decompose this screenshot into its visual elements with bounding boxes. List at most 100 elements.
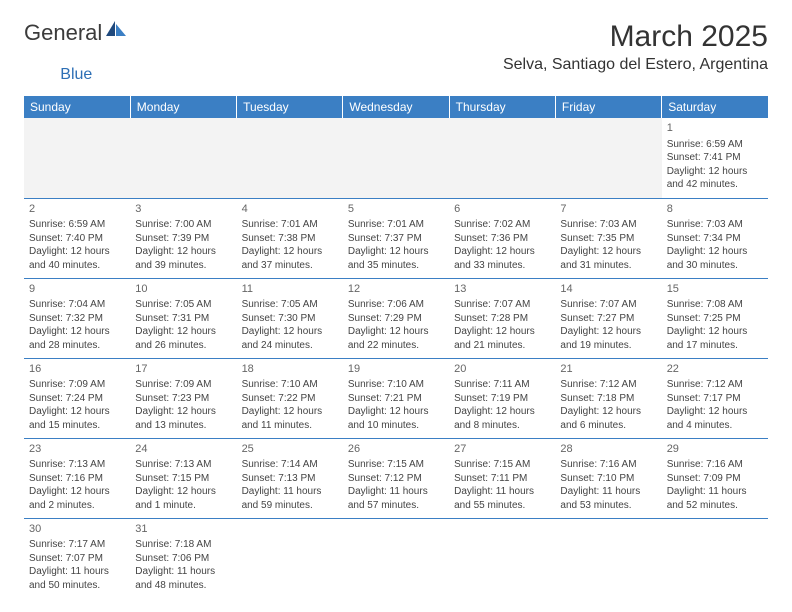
sunset-text: Sunset: 7:16 PM (29, 472, 125, 486)
sunset-text: Sunset: 7:22 PM (242, 392, 338, 406)
sunrise-text: Sunrise: 7:02 AM (454, 218, 550, 232)
sunset-text: Sunset: 7:39 PM (135, 232, 231, 246)
daylight-text: Daylight: 12 hours and 21 minutes. (454, 325, 550, 352)
day-number: 29 (667, 442, 763, 457)
calendar-table: Sunday Monday Tuesday Wednesday Thursday… (24, 96, 768, 598)
weekday-header-row: Sunday Monday Tuesday Wednesday Thursday… (24, 96, 768, 118)
daylight-text: Daylight: 12 hours and 2 minutes. (29, 485, 125, 512)
sunrise-text: Sunrise: 7:05 AM (242, 298, 338, 312)
daylight-text: Daylight: 11 hours and 50 minutes. (29, 565, 125, 592)
calendar-cell: 11Sunrise: 7:05 AMSunset: 7:30 PMDayligh… (237, 278, 343, 358)
sunrise-text: Sunrise: 7:07 AM (560, 298, 656, 312)
calendar-cell: 12Sunrise: 7:06 AMSunset: 7:29 PMDayligh… (343, 278, 449, 358)
sunrise-text: Sunrise: 7:01 AM (242, 218, 338, 232)
calendar-cell: 16Sunrise: 7:09 AMSunset: 7:24 PMDayligh… (24, 358, 130, 438)
sunrise-text: Sunrise: 6:59 AM (667, 138, 763, 152)
calendar-cell (662, 518, 768, 598)
day-number: 17 (135, 362, 231, 377)
day-number: 2 (29, 202, 125, 217)
calendar-cell: 4Sunrise: 7:01 AMSunset: 7:38 PMDaylight… (237, 198, 343, 278)
sunset-text: Sunset: 7:06 PM (135, 552, 231, 566)
calendar-cell (555, 118, 661, 198)
sunrise-text: Sunrise: 7:12 AM (667, 378, 763, 392)
calendar-cell: 3Sunrise: 7:00 AMSunset: 7:39 PMDaylight… (130, 198, 236, 278)
calendar-row: 9Sunrise: 7:04 AMSunset: 7:32 PMDaylight… (24, 278, 768, 358)
sunrise-text: Sunrise: 7:17 AM (29, 538, 125, 552)
day-number: 30 (29, 522, 125, 537)
day-number: 27 (454, 442, 550, 457)
calendar-cell: 8Sunrise: 7:03 AMSunset: 7:34 PMDaylight… (662, 198, 768, 278)
sunrise-text: Sunrise: 7:08 AM (667, 298, 763, 312)
sunrise-text: Sunrise: 7:10 AM (348, 378, 444, 392)
day-number: 31 (135, 522, 231, 537)
daylight-text: Daylight: 12 hours and 22 minutes. (348, 325, 444, 352)
sunrise-text: Sunrise: 6:59 AM (29, 218, 125, 232)
calendar-cell: 27Sunrise: 7:15 AMSunset: 7:11 PMDayligh… (449, 438, 555, 518)
calendar-cell: 30Sunrise: 7:17 AMSunset: 7:07 PMDayligh… (24, 518, 130, 598)
calendar-cell: 28Sunrise: 7:16 AMSunset: 7:10 PMDayligh… (555, 438, 661, 518)
logo-text-sub: Blue (60, 66, 92, 84)
calendar-row: 2Sunrise: 6:59 AMSunset: 7:40 PMDaylight… (24, 198, 768, 278)
sunset-text: Sunset: 7:09 PM (667, 472, 763, 486)
daylight-text: Daylight: 12 hours and 24 minutes. (242, 325, 338, 352)
day-number: 19 (348, 362, 444, 377)
calendar-cell: 2Sunrise: 6:59 AMSunset: 7:40 PMDaylight… (24, 198, 130, 278)
sunset-text: Sunset: 7:11 PM (454, 472, 550, 486)
calendar-cell (449, 118, 555, 198)
calendar-cell (449, 518, 555, 598)
sunset-text: Sunset: 7:15 PM (135, 472, 231, 486)
sunrise-text: Sunrise: 7:00 AM (135, 218, 231, 232)
sunrise-text: Sunrise: 7:18 AM (135, 538, 231, 552)
day-number: 8 (667, 202, 763, 217)
daylight-text: Daylight: 12 hours and 39 minutes. (135, 245, 231, 272)
calendar-cell: 18Sunrise: 7:10 AMSunset: 7:22 PMDayligh… (237, 358, 343, 438)
calendar-cell: 26Sunrise: 7:15 AMSunset: 7:12 PMDayligh… (343, 438, 449, 518)
sunrise-text: Sunrise: 7:16 AM (560, 458, 656, 472)
daylight-text: Daylight: 12 hours and 13 minutes. (135, 405, 231, 432)
sunset-text: Sunset: 7:17 PM (667, 392, 763, 406)
sunrise-text: Sunrise: 7:10 AM (242, 378, 338, 392)
sunrise-text: Sunrise: 7:09 AM (29, 378, 125, 392)
location-text: Selva, Santiago del Estero, Argentina (503, 56, 768, 74)
day-number: 26 (348, 442, 444, 457)
daylight-text: Daylight: 12 hours and 31 minutes. (560, 245, 656, 272)
calendar-cell (237, 118, 343, 198)
calendar-cell: 1Sunrise: 6:59 AMSunset: 7:41 PMDaylight… (662, 118, 768, 198)
weekday-header: Sunday (24, 96, 130, 118)
logo-sail-icon (106, 21, 128, 44)
calendar-cell: 9Sunrise: 7:04 AMSunset: 7:32 PMDaylight… (24, 278, 130, 358)
sunset-text: Sunset: 7:28 PM (454, 312, 550, 326)
daylight-text: Daylight: 11 hours and 55 minutes. (454, 485, 550, 512)
daylight-text: Daylight: 12 hours and 30 minutes. (667, 245, 763, 272)
daylight-text: Daylight: 12 hours and 4 minutes. (667, 405, 763, 432)
day-number: 15 (667, 282, 763, 297)
daylight-text: Daylight: 11 hours and 57 minutes. (348, 485, 444, 512)
day-number: 11 (242, 282, 338, 297)
calendar-row: 1Sunrise: 6:59 AMSunset: 7:41 PMDaylight… (24, 118, 768, 198)
day-number: 25 (242, 442, 338, 457)
sunset-text: Sunset: 7:23 PM (135, 392, 231, 406)
daylight-text: Daylight: 11 hours and 59 minutes. (242, 485, 338, 512)
sunrise-text: Sunrise: 7:07 AM (454, 298, 550, 312)
sunset-text: Sunset: 7:35 PM (560, 232, 656, 246)
day-number: 21 (560, 362, 656, 377)
sunset-text: Sunset: 7:38 PM (242, 232, 338, 246)
day-number: 7 (560, 202, 656, 217)
calendar-cell: 15Sunrise: 7:08 AMSunset: 7:25 PMDayligh… (662, 278, 768, 358)
calendar-cell: 7Sunrise: 7:03 AMSunset: 7:35 PMDaylight… (555, 198, 661, 278)
day-number: 12 (348, 282, 444, 297)
calendar-cell (24, 118, 130, 198)
weekday-header: Friday (555, 96, 661, 118)
calendar-cell (555, 518, 661, 598)
sunset-text: Sunset: 7:18 PM (560, 392, 656, 406)
sunrise-text: Sunrise: 7:16 AM (667, 458, 763, 472)
daylight-text: Daylight: 12 hours and 11 minutes. (242, 405, 338, 432)
day-number: 13 (454, 282, 550, 297)
sunset-text: Sunset: 7:25 PM (667, 312, 763, 326)
sunset-text: Sunset: 7:41 PM (667, 151, 763, 165)
sunrise-text: Sunrise: 7:13 AM (29, 458, 125, 472)
daylight-text: Daylight: 11 hours and 48 minutes. (135, 565, 231, 592)
calendar-cell: 31Sunrise: 7:18 AMSunset: 7:06 PMDayligh… (130, 518, 236, 598)
calendar-cell: 25Sunrise: 7:14 AMSunset: 7:13 PMDayligh… (237, 438, 343, 518)
daylight-text: Daylight: 12 hours and 35 minutes. (348, 245, 444, 272)
